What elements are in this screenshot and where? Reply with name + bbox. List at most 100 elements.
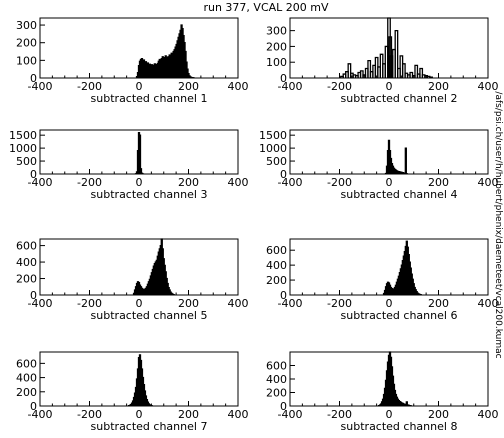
y-tick-label: 200 bbox=[266, 387, 287, 400]
y-tick-label: 400 bbox=[16, 372, 37, 385]
histogram-bin bbox=[347, 63, 352, 78]
histogram-bin bbox=[404, 147, 407, 174]
x-tick-label: 400 bbox=[228, 176, 249, 189]
x-tick-label: -400 bbox=[28, 176, 53, 189]
x-axis-label: subtracted channel 2 bbox=[341, 92, 458, 105]
x-tick-label: 0 bbox=[136, 80, 143, 93]
y-tick-label: 200 bbox=[16, 37, 37, 50]
x-tick-label: 400 bbox=[228, 80, 249, 93]
panel-channel-1: -400 -200 0 200 400 0 100 200 300 subtracted chan… bbox=[16, 17, 249, 105]
figure-title: run 377, VCAL 200 mV bbox=[203, 1, 329, 14]
y-tick-label: 300 bbox=[16, 19, 37, 32]
x-axis-label: subtracted channel 8 bbox=[341, 420, 458, 433]
histogram-bin bbox=[394, 29, 399, 78]
x-tick-label: 400 bbox=[478, 80, 499, 93]
x-axis-label: subtracted channel 7 bbox=[91, 420, 208, 433]
x-tick-label: -400 bbox=[28, 408, 53, 421]
histogram-bin bbox=[367, 59, 372, 78]
y-tick-label: 1500 bbox=[259, 129, 287, 142]
histogram-bin bbox=[138, 134, 142, 174]
y-tick-label: 100 bbox=[266, 56, 287, 69]
x-tick-label: 200 bbox=[178, 80, 199, 93]
x-tick-label: -200 bbox=[77, 176, 102, 189]
panel-channel-5: -400 -200 0 200 400 0 200 400 600 subtracted chan… bbox=[16, 238, 249, 322]
y-tick-label: 300 bbox=[266, 25, 287, 38]
x-tick-label: -200 bbox=[327, 408, 352, 421]
panel-channel-6: -400 -200 0 200 400 0 200 400 600 subtracted chan… bbox=[266, 238, 499, 322]
x-tick-label: -400 bbox=[278, 176, 303, 189]
y-tick-label: 0 bbox=[30, 72, 37, 85]
histogram-bin bbox=[419, 67, 424, 78]
x-tick-label: 200 bbox=[178, 297, 199, 310]
y-tick-label: 0 bbox=[30, 400, 37, 413]
x-tick-label: 0 bbox=[386, 408, 393, 421]
y-tick-label: 200 bbox=[16, 273, 37, 286]
histogram-bin bbox=[388, 36, 393, 78]
y-tick-label: 200 bbox=[266, 40, 287, 53]
histogram-bin bbox=[139, 168, 143, 174]
y-tick-label: 0 bbox=[280, 289, 287, 302]
y-tick-label: 1000 bbox=[9, 142, 37, 155]
histogram-bin bbox=[405, 401, 408, 406]
x-tick-label: 200 bbox=[428, 80, 449, 93]
y-tick-label: 500 bbox=[266, 155, 287, 168]
x-tick-label: 0 bbox=[136, 408, 143, 421]
x-tick-label: 400 bbox=[228, 408, 249, 421]
x-tick-label: -400 bbox=[278, 408, 303, 421]
y-tick-label: 200 bbox=[266, 274, 287, 287]
x-tick-label: 400 bbox=[478, 408, 499, 421]
x-tick-label: -200 bbox=[77, 80, 102, 93]
histogram-bin bbox=[429, 76, 433, 78]
x-tick-label: -400 bbox=[28, 80, 53, 93]
x-tick-label: 400 bbox=[478, 297, 499, 310]
y-tick-label: 200 bbox=[16, 386, 37, 399]
x-tick-label: 200 bbox=[428, 297, 449, 310]
x-tick-label: -200 bbox=[77, 297, 102, 310]
y-tick-label: 600 bbox=[266, 244, 287, 257]
x-tick-label: 200 bbox=[178, 408, 199, 421]
x-tick-label: -200 bbox=[77, 408, 102, 421]
y-tick-label: 400 bbox=[16, 256, 37, 269]
y-tick-label: 600 bbox=[16, 357, 37, 370]
histogram-bin bbox=[387, 17, 391, 78]
y-tick-label: 0 bbox=[280, 400, 287, 413]
x-tick-label: -200 bbox=[327, 80, 352, 93]
y-tick-label: 1500 bbox=[9, 129, 37, 142]
x-tick-label: 0 bbox=[386, 297, 393, 310]
x-tick-label: 0 bbox=[136, 297, 143, 310]
y-tick-label: 400 bbox=[266, 259, 287, 272]
x-tick-label: 400 bbox=[228, 297, 249, 310]
y-tick-label: 0 bbox=[280, 168, 287, 181]
x-axis-label: subtracted channel 1 bbox=[91, 92, 208, 105]
x-tick-label: -400 bbox=[28, 297, 53, 310]
side-file-label: /afs/psi.ch/user/h/hubert/phenix/daemete… bbox=[493, 91, 503, 358]
x-tick-label: -200 bbox=[327, 176, 352, 189]
histogram-bin bbox=[401, 63, 406, 78]
x-tick-label: -400 bbox=[278, 297, 303, 310]
y-tick-label: 400 bbox=[266, 373, 287, 386]
y-tick-label: 100 bbox=[16, 54, 37, 67]
x-tick-label: 400 bbox=[478, 176, 499, 189]
y-tick-label: 0 bbox=[30, 168, 37, 181]
x-tick-label: 0 bbox=[136, 176, 143, 189]
histogram-bin bbox=[414, 64, 419, 78]
x-tick-label: 200 bbox=[178, 176, 199, 189]
x-tick-label: 200 bbox=[428, 408, 449, 421]
x-tick-label: -400 bbox=[278, 80, 303, 93]
x-tick-label: 200 bbox=[428, 176, 449, 189]
y-tick-label: 500 bbox=[16, 155, 37, 168]
x-tick-label: -200 bbox=[327, 297, 352, 310]
x-axis-label: subtracted channel 4 bbox=[341, 188, 458, 201]
x-axis-label: subtracted channel 6 bbox=[341, 309, 458, 322]
x-axis-label: subtracted channel 5 bbox=[91, 309, 208, 322]
y-tick-label: 600 bbox=[16, 240, 37, 253]
x-tick-label: 0 bbox=[386, 176, 393, 189]
y-tick-label: 1000 bbox=[259, 142, 287, 155]
y-tick-label: 0 bbox=[30, 289, 37, 302]
